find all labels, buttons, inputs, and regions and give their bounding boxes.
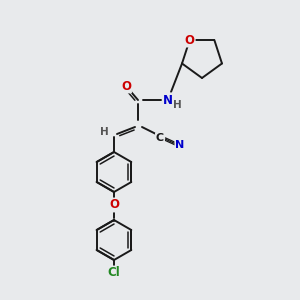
Text: H: H <box>100 127 108 137</box>
Text: O: O <box>185 34 195 46</box>
Text: N: N <box>176 140 184 150</box>
Text: O: O <box>109 199 119 212</box>
Text: O: O <box>121 80 131 92</box>
Text: H: H <box>172 100 182 110</box>
Text: N: N <box>163 94 173 106</box>
Text: C: C <box>156 133 164 143</box>
Text: Cl: Cl <box>108 266 120 280</box>
